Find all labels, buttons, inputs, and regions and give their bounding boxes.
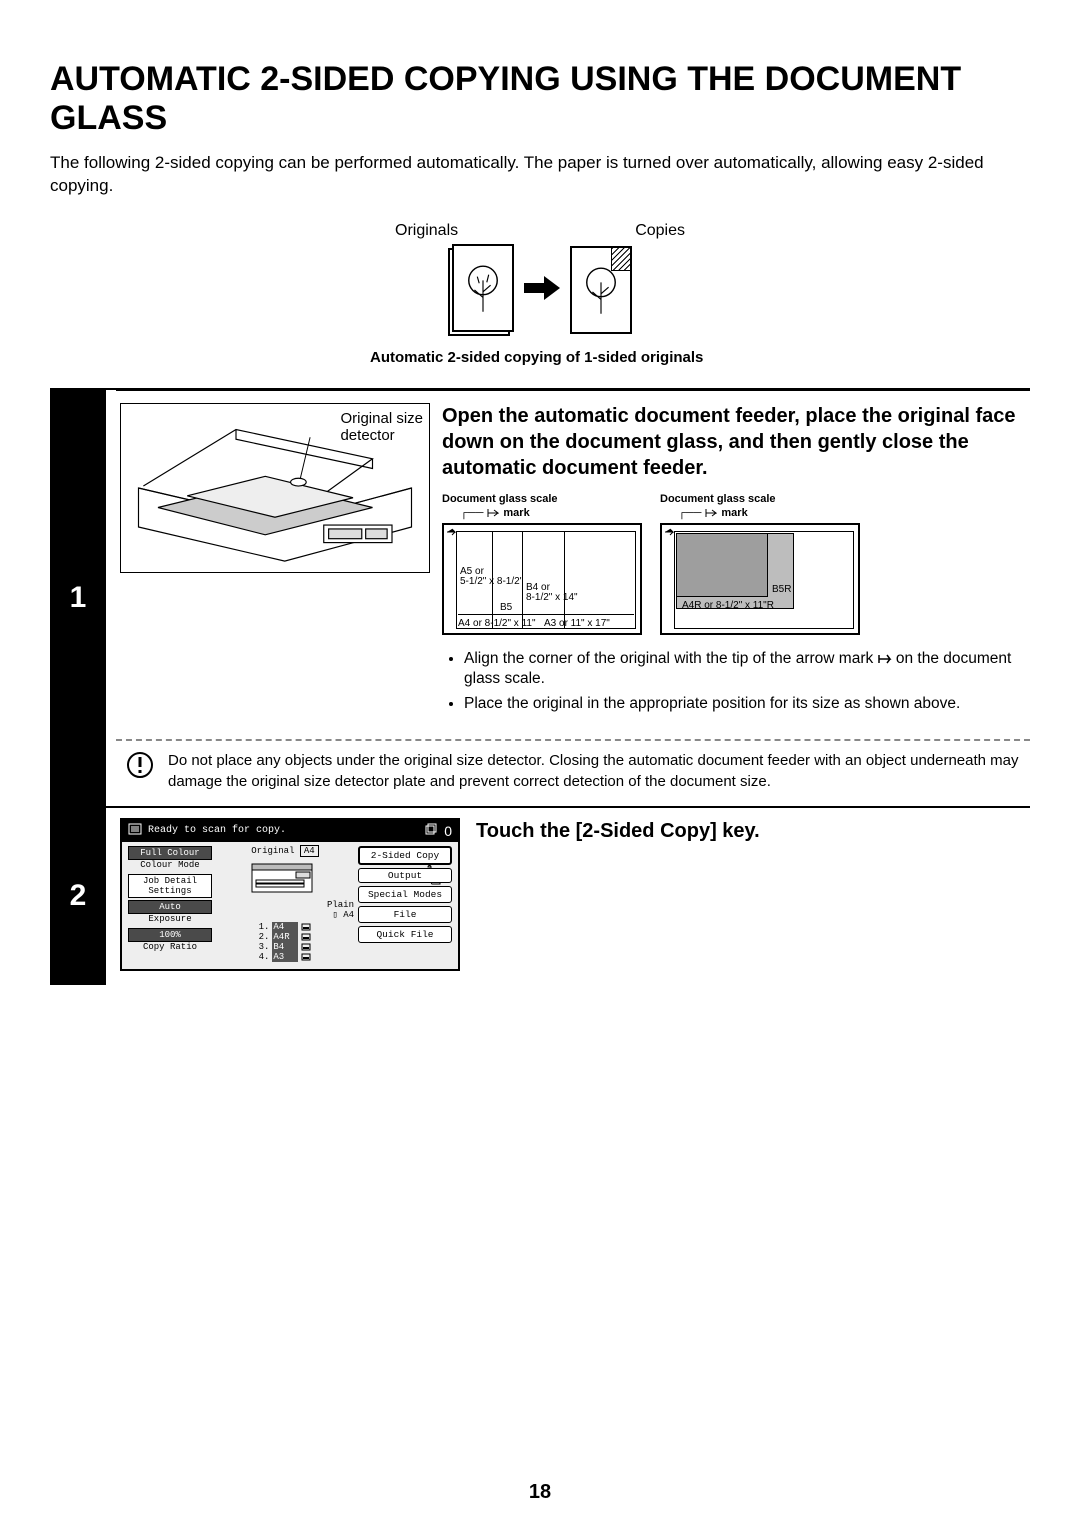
page-number: 18 xyxy=(0,1481,1080,1504)
panel-count: 0 xyxy=(444,823,452,839)
job-detail-button[interactable]: Job Detail Settings xyxy=(128,874,212,898)
originals-stack xyxy=(448,244,514,336)
copy-ratio-label: Copy Ratio xyxy=(128,942,212,952)
caution-icon xyxy=(126,751,154,792)
full-colour-button[interactable]: Full Colour xyxy=(128,846,212,860)
quick-file-button[interactable]: Quick File xyxy=(358,926,452,943)
plain-size: A4 xyxy=(343,910,354,920)
osd-label-line1: Original size xyxy=(340,410,423,427)
tray-list: 1.A42.A4R3.B44.A3 xyxy=(259,922,312,962)
file-button[interactable]: File xyxy=(358,906,452,923)
mark-label-1: mark xyxy=(503,507,529,519)
glass-scale-r: Document glass scale ┌──mark B5R A4R or … xyxy=(660,493,860,635)
output-button[interactable]: Output xyxy=(358,868,452,883)
figure-caption: Automatic 2-sided copying of 1-sided ori… xyxy=(370,348,710,368)
size-a3: A3 or 11" x 17" xyxy=(544,619,610,629)
scale-title-2: Document glass scale xyxy=(660,493,860,505)
size-a5: A5 or 5-1/2" x 8-1/2" xyxy=(460,567,523,587)
step-1: 1 Original size detector xyxy=(50,388,1030,806)
two-sided-copy-button[interactable]: 2-Sided Copy xyxy=(358,846,452,865)
feeder-diagram: Original size detector xyxy=(120,403,430,573)
size-a4: A4 or 8-1/2" x 11" xyxy=(458,619,536,629)
size-b5r: B5R xyxy=(772,585,791,595)
dashed-separator xyxy=(116,739,1030,741)
step-1-heading: Open the automatic document feeder, plac… xyxy=(442,403,1024,481)
plain-label: Plain xyxy=(327,900,354,910)
copy-page xyxy=(570,246,632,334)
scale-title-1: Document glass scale xyxy=(442,493,642,505)
step-2: 2 Ready to scan for copy. 0 Full Colour xyxy=(50,806,1030,985)
osd-label-line2: detector xyxy=(340,427,394,444)
arrow-icon xyxy=(522,273,562,308)
step-2-number: 2 xyxy=(50,808,106,985)
special-modes-button[interactable]: Special Modes xyxy=(358,886,452,903)
step-2-heading: Touch the [2-Sided Copy] key. xyxy=(476,818,1024,959)
page-title: AUTOMATIC 2-SIDED COPYING USING THE DOCU… xyxy=(50,60,1030,138)
step-1-bullets: Align the corner of the original with th… xyxy=(442,649,1024,716)
touch-panel: Ready to scan for copy. 0 Full Colour Co… xyxy=(120,818,460,971)
intro-text: The following 2-sided copying can be per… xyxy=(50,152,1030,198)
copier-icon xyxy=(246,856,324,896)
copies-label: Copies xyxy=(635,222,685,240)
originals-copies-figure: Originals Copies xyxy=(385,222,695,336)
exposure-label: Exposure xyxy=(128,914,212,924)
auto-button[interactable]: Auto xyxy=(128,900,212,914)
caution-note: Do not place any objects under the origi… xyxy=(116,751,1030,806)
doc-icon xyxy=(128,823,142,839)
bullet-2: Place the original in the appropriate po… xyxy=(464,694,1024,715)
size-b4: B4 or 8-1/2" x 14" xyxy=(526,583,578,603)
bullet-1a: Align the corner of the original with th… xyxy=(464,650,878,667)
caution-text: Do not place any objects under the origi… xyxy=(168,751,1024,792)
copies-icon xyxy=(424,823,438,839)
panel-status: Ready to scan for copy. xyxy=(148,825,286,836)
originals-label: Originals xyxy=(395,222,458,240)
colour-mode-label: Colour Mode xyxy=(128,860,212,870)
arrow-mark-icon xyxy=(878,653,892,665)
glass-scale-multi: Document glass scale ┌──mark A5 or 5-1/2… xyxy=(442,493,642,635)
ratio-button[interactable]: 100% xyxy=(128,928,212,942)
size-b5: B5 xyxy=(500,603,512,613)
step-1-number: 1 xyxy=(50,390,106,806)
size-a4r: A4R or 8-1/2" x 11"R xyxy=(682,601,774,611)
original-label: Original xyxy=(251,846,294,856)
mark-label-2: mark xyxy=(721,507,747,519)
